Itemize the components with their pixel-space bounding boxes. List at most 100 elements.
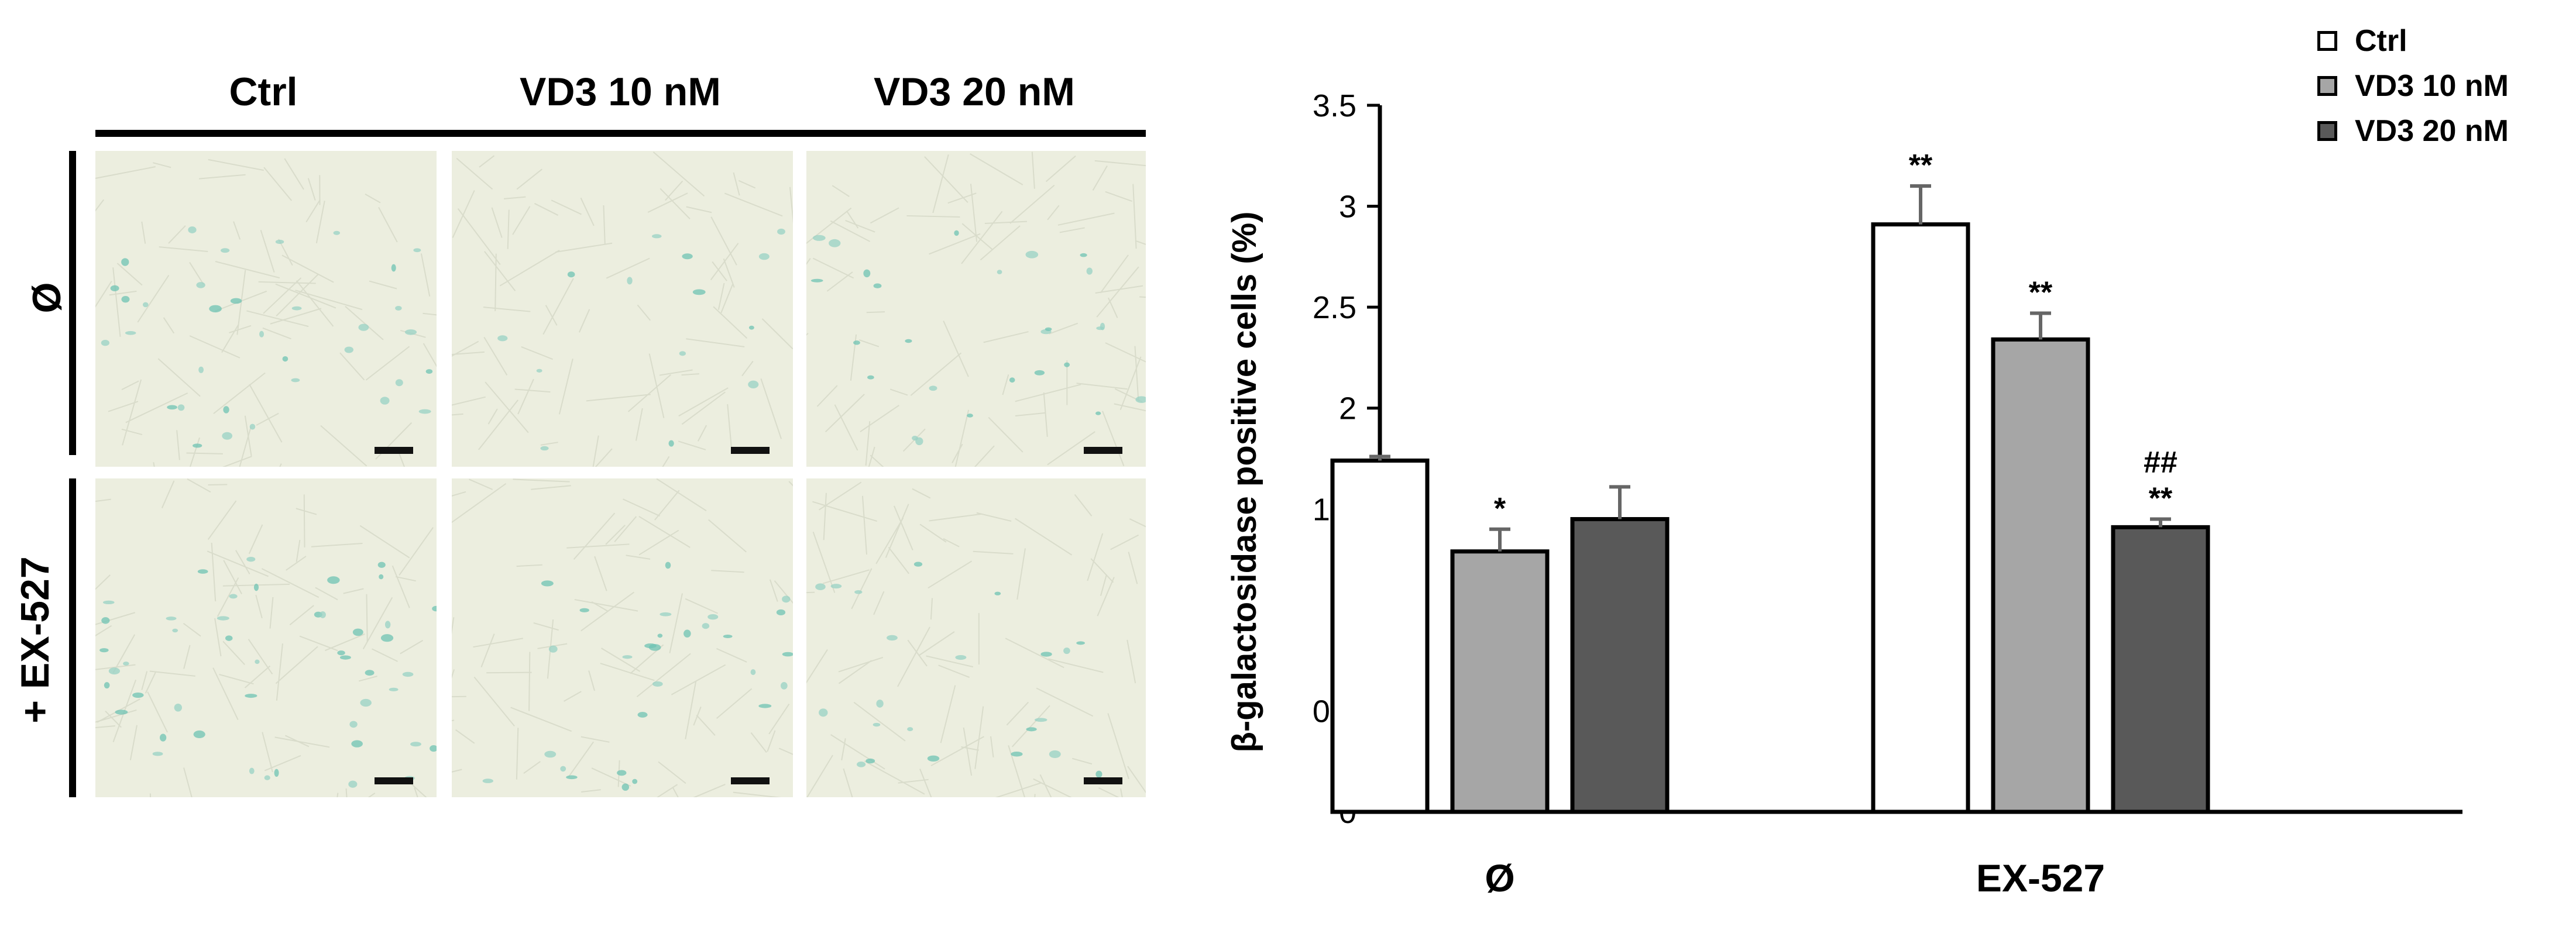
cell-texture bbox=[605, 525, 626, 545]
scale-bar bbox=[1084, 777, 1122, 784]
cell-texture bbox=[851, 568, 873, 609]
cell-texture bbox=[129, 725, 138, 760]
cell-texture bbox=[924, 156, 968, 203]
stained-cell bbox=[748, 380, 759, 388]
cell-texture bbox=[414, 787, 418, 797]
scale-bar bbox=[375, 777, 413, 784]
cell-texture bbox=[988, 416, 1023, 453]
stained-cell bbox=[172, 628, 178, 633]
cell-texture bbox=[315, 587, 338, 601]
cell-texture bbox=[256, 412, 279, 426]
cell-texture bbox=[912, 488, 931, 499]
cell-texture bbox=[223, 560, 242, 594]
cell-texture bbox=[760, 378, 782, 439]
cell-texture bbox=[279, 463, 282, 467]
stained-cell bbox=[101, 340, 109, 346]
cell-texture bbox=[990, 736, 994, 757]
cell-texture bbox=[1105, 342, 1146, 363]
cell-texture bbox=[976, 512, 1012, 522]
cell-texture bbox=[95, 199, 105, 212]
cell-texture bbox=[483, 336, 508, 376]
cell-texture bbox=[284, 158, 304, 190]
stained-cell bbox=[617, 770, 627, 776]
cell-texture bbox=[788, 481, 793, 487]
cell-texture bbox=[452, 340, 479, 357]
legend-swatch-vd3-20 bbox=[2317, 121, 2337, 141]
stained-cell bbox=[627, 277, 633, 285]
cell-texture bbox=[812, 531, 836, 593]
stained-cell bbox=[622, 655, 633, 659]
cell-texture bbox=[741, 360, 754, 377]
cell-texture bbox=[861, 495, 867, 555]
cell-texture bbox=[198, 174, 246, 180]
cell-texture bbox=[806, 333, 809, 336]
cell-texture bbox=[954, 409, 970, 467]
row-rule-untreated bbox=[69, 151, 76, 455]
cell-texture bbox=[262, 732, 273, 773]
stained-cell bbox=[1096, 326, 1104, 330]
cell-texture bbox=[153, 462, 155, 467]
cell-texture bbox=[1100, 574, 1107, 596]
cell-texture bbox=[594, 556, 607, 591]
stained-cell bbox=[1025, 250, 1039, 259]
stained-cell bbox=[222, 432, 233, 440]
stained-cell bbox=[220, 248, 230, 253]
cell-texture bbox=[588, 670, 595, 691]
cell-texture bbox=[484, 251, 516, 292]
stained-cell bbox=[395, 305, 402, 311]
cell-texture bbox=[806, 591, 815, 594]
cell-texture bbox=[638, 529, 679, 556]
stained-cell bbox=[865, 758, 875, 764]
legend-item-ctrl: Ctrl bbox=[2317, 23, 2407, 58]
cell-texture bbox=[1016, 548, 1026, 600]
stained-cell bbox=[665, 562, 671, 569]
row-header-ex527: + EX-527 bbox=[13, 556, 57, 724]
cell-texture bbox=[269, 597, 274, 629]
cell-texture bbox=[397, 450, 406, 467]
stained-cell bbox=[657, 633, 663, 638]
stained-cell bbox=[856, 762, 866, 767]
bar bbox=[2111, 525, 2210, 814]
micrograph-vd3-20-ex527 bbox=[806, 478, 1146, 797]
stained-cell bbox=[246, 556, 256, 562]
cell-texture bbox=[452, 190, 475, 238]
cell-texture bbox=[161, 480, 175, 508]
stained-cell bbox=[348, 780, 358, 788]
cell-texture bbox=[1107, 713, 1129, 780]
micrograph-vd3-10-ex527 bbox=[452, 478, 793, 797]
cell-texture bbox=[769, 579, 778, 602]
cell-texture bbox=[1132, 184, 1137, 249]
cell-texture bbox=[141, 221, 146, 244]
stained-cell bbox=[867, 375, 874, 380]
cell-texture bbox=[910, 352, 962, 396]
cell-texture bbox=[940, 685, 956, 743]
cell-texture bbox=[873, 591, 885, 615]
cell-texture bbox=[367, 793, 376, 797]
cell-texture bbox=[494, 253, 497, 311]
stained-cell bbox=[249, 423, 256, 430]
cell-texture bbox=[452, 483, 507, 523]
cell-texture bbox=[455, 729, 475, 744]
cell-texture bbox=[208, 484, 228, 486]
cell-texture bbox=[898, 779, 929, 784]
cell-texture bbox=[249, 384, 283, 443]
cell-texture bbox=[858, 339, 880, 347]
stained-cell bbox=[887, 635, 898, 641]
cell-texture bbox=[145, 672, 156, 694]
cell-texture bbox=[523, 760, 541, 774]
stained-cell bbox=[782, 652, 793, 657]
legend-label-ctrl: Ctrl bbox=[2355, 24, 2407, 58]
y-tick-label: 2 bbox=[1339, 391, 1356, 426]
cell-texture bbox=[222, 456, 252, 467]
cell-texture bbox=[95, 281, 112, 308]
cell-texture bbox=[542, 278, 574, 335]
stained-cell bbox=[929, 385, 937, 391]
cell-texture bbox=[1119, 356, 1142, 411]
cell-texture bbox=[125, 392, 188, 423]
legend-swatch-vd3-10 bbox=[2317, 76, 2337, 96]
cell-texture bbox=[932, 154, 949, 213]
cell-texture bbox=[738, 180, 756, 189]
stained-cell bbox=[536, 368, 542, 373]
cell-texture bbox=[311, 543, 363, 547]
cell-texture bbox=[853, 701, 906, 742]
